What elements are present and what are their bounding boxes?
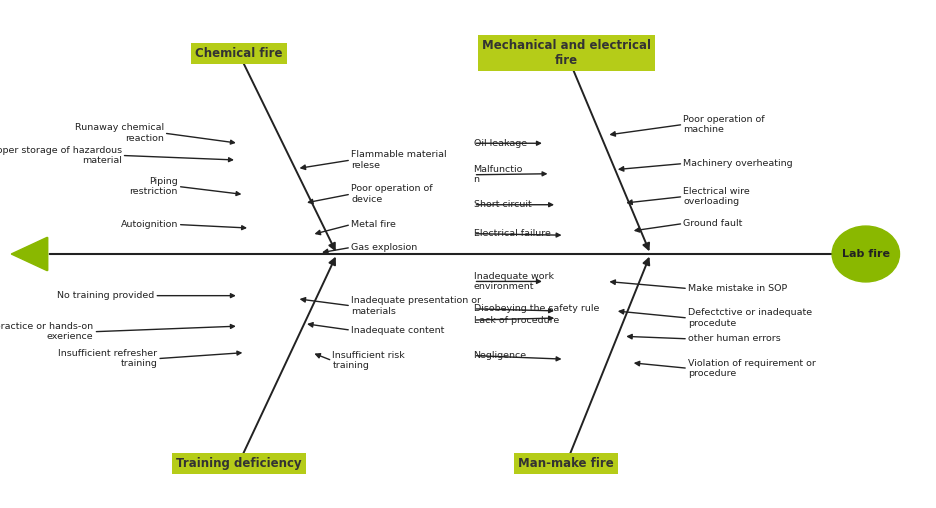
Text: Poor operation of
device: Poor operation of device xyxy=(351,184,432,204)
Text: other human errors: other human errors xyxy=(688,334,781,343)
Text: Violation of requirement or
procedure: Violation of requirement or procedure xyxy=(688,359,816,378)
Text: Chemical fire: Chemical fire xyxy=(195,47,283,60)
Text: Runaway chemical
reaction: Runaway chemical reaction xyxy=(75,123,164,143)
Text: Flammable material
relese: Flammable material relese xyxy=(351,150,446,170)
Text: Short circuit: Short circuit xyxy=(474,200,532,209)
Text: Inadequate work
environment: Inadequate work environment xyxy=(474,272,553,291)
Text: Inadequate presentation or
materials: Inadequate presentation or materials xyxy=(351,296,481,315)
Text: Oil leakage: Oil leakage xyxy=(474,139,527,148)
Text: Defectctive or inadequate
procedute: Defectctive or inadequate procedute xyxy=(688,308,812,328)
FancyArrow shape xyxy=(11,238,48,270)
Text: Poor operation of
machine: Poor operation of machine xyxy=(683,115,765,134)
Text: Insufficient risk
training: Insufficient risk training xyxy=(332,351,405,370)
Text: Machinery overheating: Machinery overheating xyxy=(683,159,793,168)
Text: Ground fault: Ground fault xyxy=(683,219,742,228)
Text: Malfunctio
n: Malfunctio n xyxy=(474,165,523,184)
Text: Mechanical and electrical
fire: Mechanical and electrical fire xyxy=(482,39,651,68)
Text: Electrical wire
overloading: Electrical wire overloading xyxy=(683,187,750,206)
Text: Disobeying the safety rule: Disobeying the safety rule xyxy=(474,304,599,313)
Text: Man-make fire: Man-make fire xyxy=(519,457,614,470)
Text: Lack of procedure: Lack of procedure xyxy=(474,315,559,325)
Text: Piping
restriction: Piping restriction xyxy=(129,177,178,196)
Text: Make mistake in SOP: Make mistake in SOP xyxy=(688,284,787,293)
Text: No training provided: No training provided xyxy=(57,291,154,300)
Text: Insufficient practice or hands-on
exerience: Insufficient practice or hands-on exerie… xyxy=(0,322,94,341)
Text: Improper storage of hazardous
material: Improper storage of hazardous material xyxy=(0,146,122,165)
Text: Gas explosion: Gas explosion xyxy=(351,243,417,252)
Text: Electrical failure: Electrical failure xyxy=(474,229,550,238)
Text: Metal fire: Metal fire xyxy=(351,220,396,229)
Text: Inadequate content: Inadequate content xyxy=(351,326,445,335)
Ellipse shape xyxy=(832,226,899,282)
Text: Training deficiency: Training deficiency xyxy=(176,457,301,470)
Text: Autoignition: Autoignition xyxy=(121,220,178,229)
Text: Negligence: Negligence xyxy=(474,351,527,360)
Text: Lab fire: Lab fire xyxy=(841,249,890,259)
Text: Insufficient refresher
training: Insufficient refresher training xyxy=(58,349,157,368)
